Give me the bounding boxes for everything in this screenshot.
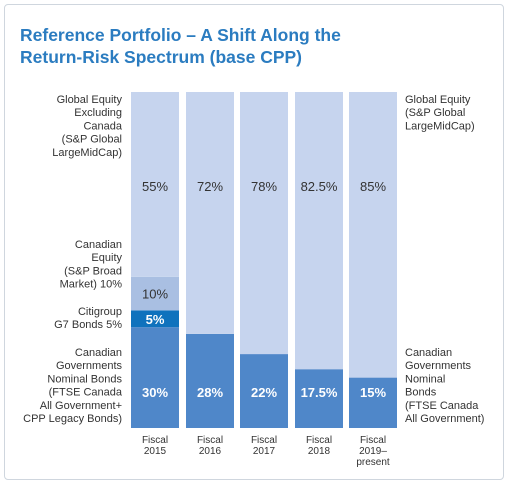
bar-bonds-2 [186, 333, 234, 428]
right-label-global-line-1: Global Equity [405, 94, 471, 106]
x-tick-3-line-2: 2017 [253, 446, 276, 457]
x-tick-5-line-3: present [356, 457, 390, 468]
left-label-bonds-line-4: (FTSE Canada [49, 387, 123, 399]
bar-g7-1 [131, 310, 179, 328]
data-label-global-2: 72% [197, 179, 223, 194]
right-label-global-line-3: LargeMidCap) [405, 120, 475, 132]
right-label-bonds-line-3: Nominal [405, 373, 445, 385]
bar-global-5 [349, 92, 397, 378]
title-line-2: Return-Risk Spectrum (base CPP) [20, 47, 303, 67]
left-label-global-line-2: Excluding [74, 107, 122, 119]
left-label-bonds-line-6: CPP Legacy Bonds) [23, 413, 122, 425]
data-label-bonds-5: 15% [360, 385, 386, 400]
right-label-bonds-line-4: Bonds [405, 387, 437, 399]
bar-global-3 [240, 92, 288, 355]
x-tick-1-line-2: 2015 [144, 446, 167, 457]
left-label-bonds-line-2: Governments [56, 360, 123, 372]
data-label-bonds-4: 17.5% [301, 385, 338, 400]
bar-bonds-5 [349, 377, 397, 428]
chart-frame [4, 4, 504, 480]
left-label-bonds-line-5: All Government+ [40, 400, 122, 412]
right-label-bonds-line-2: Governments [405, 360, 472, 372]
x-tick-4-line-2: 2018 [308, 446, 331, 457]
x-tick-1-line-1: Fiscal [142, 435, 168, 446]
data-label-global-3: 78% [251, 179, 277, 194]
left-label-global-line-3: Canada [83, 120, 122, 132]
x-tick-5-line-2: 2019– [359, 446, 387, 457]
right-label-bonds-line-5: (FTSE Canada [405, 400, 479, 412]
title-line-1: Reference Portfolio – A Shift Along the [20, 25, 341, 45]
right-label-global-line-2: (S&P Global [405, 107, 465, 119]
left-label-global-line-4: (S&P Global [62, 134, 122, 146]
data-label-global-5: 85% [360, 179, 386, 194]
left-label-canadian-line-1: Canadian [75, 239, 122, 251]
right-label-bonds-line-1: Canadian [405, 347, 452, 359]
left-label-bonds-line-1: Canadian [75, 347, 122, 359]
right-label-bonds-line-6: All Government) [405, 413, 484, 425]
bar-canadian-1 [131, 276, 179, 311]
x-tick-3-line-1: Fiscal [251, 435, 277, 446]
bar-global-2 [186, 92, 234, 334]
data-label-global-1: 55% [142, 179, 168, 194]
bar-bonds-1 [131, 327, 179, 428]
chart-title: Reference Portfolio – A Shift Along the … [20, 24, 440, 68]
left-label-canadian-line-2: Equity [91, 252, 122, 264]
bar-bonds-3 [240, 354, 288, 428]
data-label-canadian-1: 10% [142, 287, 168, 302]
left-label-bonds-line-3: Nominal Bonds [47, 373, 122, 385]
x-tick-4-line-1: Fiscal [306, 435, 332, 446]
left-label-g7-line-1: Citigroup [78, 306, 122, 318]
x-tick-2-line-1: Fiscal [197, 435, 223, 446]
x-tick-2-line-2: 2016 [199, 446, 222, 457]
left-label-canadian-line-4: Market) 10% [60, 279, 123, 291]
bar-bonds-4 [295, 369, 343, 428]
bar-global-4 [295, 92, 343, 370]
left-label-global-line-5: LargeMidCap) [52, 147, 122, 159]
data-label-g7-1: 5% [146, 312, 165, 327]
left-label-g7-line-2: G7 Bonds 5% [54, 319, 122, 331]
data-label-global-4: 82.5% [301, 179, 338, 194]
left-label-global-line-1: Global Equity [57, 94, 123, 106]
data-label-bonds-3: 22% [251, 385, 277, 400]
data-label-bonds-1: 30% [142, 385, 168, 400]
data-label-bonds-2: 28% [197, 385, 223, 400]
left-label-canadian-line-3: (S&P Broad [64, 265, 122, 277]
x-tick-5-line-1: Fiscal [360, 435, 386, 446]
bar-global-1 [131, 92, 179, 277]
